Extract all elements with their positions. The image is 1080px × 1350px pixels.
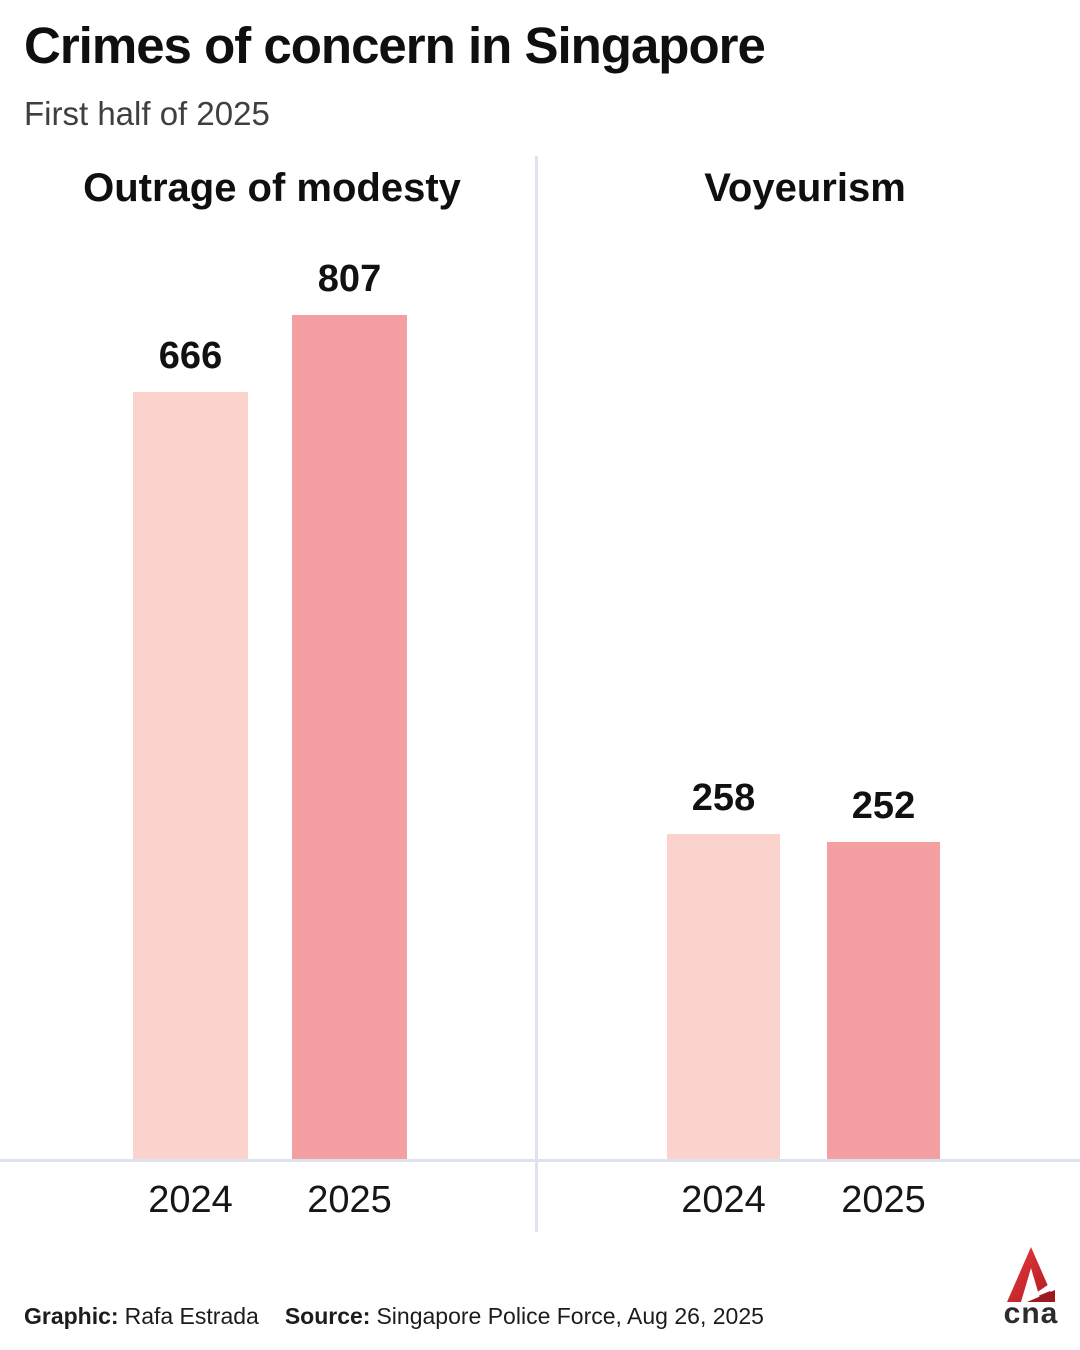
x-axis-label: 2024 — [681, 1179, 766, 1221]
panel-divider-line — [535, 156, 538, 1232]
cna-logo-mark-icon — [1007, 1247, 1055, 1302]
page-subtitle: First half of 2025 — [24, 95, 270, 132]
chart-bar — [133, 392, 248, 1160]
graphic-credit-label: Graphic: — [24, 1303, 119, 1329]
page-title: Crimes of concern in Singapore — [24, 17, 766, 74]
x-axis-label: 2025 — [841, 1179, 926, 1221]
source-credit-label: Source: — [284, 1303, 371, 1329]
source-credit: Source: Singapore Police Force, Aug 26, 2… — [285, 1303, 764, 1330]
cna-logo: cna — [997, 1246, 1065, 1330]
chart-bar — [827, 842, 940, 1160]
chart-bar — [667, 834, 780, 1160]
cna-logo-text: cna — [1003, 1297, 1059, 1330]
bar-value-label: 666 — [158, 335, 223, 377]
panel-title: Outrage of modesty — [83, 166, 461, 210]
bar-value-label: 258 — [691, 777, 756, 819]
chart-bar — [292, 315, 407, 1160]
source-credit-value: Singapore Police Force, Aug 26, 2025 — [376, 1303, 764, 1329]
graphic-credit-value: Rafa Estrada — [124, 1303, 259, 1329]
bar-value-label: 252 — [851, 785, 916, 827]
x-axis-label: 2025 — [307, 1179, 392, 1221]
x-axis-label: 2024 — [148, 1179, 233, 1221]
bar-value-label: 807 — [317, 258, 382, 300]
panel-title: Voyeurism — [704, 166, 906, 210]
graphic-credit: Graphic: Rafa Estrada — [24, 1303, 259, 1330]
credits: Graphic: Rafa Estrada Source: Singapore Po… — [24, 1303, 764, 1330]
x-axis-baseline — [0, 1159, 1080, 1162]
